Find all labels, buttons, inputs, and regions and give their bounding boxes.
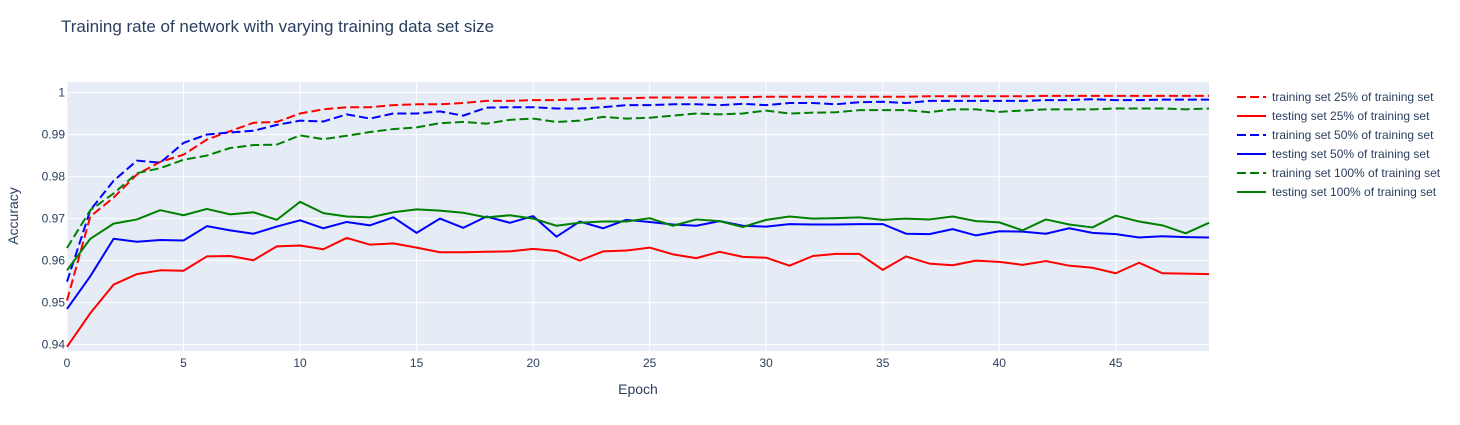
- x-axis-label: Epoch: [618, 381, 658, 397]
- y-tick-label: 0.97: [42, 212, 66, 226]
- legend-item[interactable]: training set 25% of training set: [1237, 90, 1434, 104]
- x-tick-label: 10: [293, 356, 307, 370]
- x-tick-label: 5: [180, 356, 187, 370]
- legend-item[interactable]: training set 100% of training set: [1237, 166, 1441, 180]
- legend-item[interactable]: testing set 100% of training set: [1237, 185, 1437, 199]
- x-tick-label: 45: [1109, 356, 1123, 370]
- legend-label: training set 50% of training set: [1272, 128, 1434, 142]
- legend-label: testing set 25% of training set: [1272, 109, 1430, 123]
- legend-item[interactable]: training set 50% of training set: [1237, 128, 1434, 142]
- x-tick-label: 0: [64, 356, 71, 370]
- x-tick-label: 35: [876, 356, 890, 370]
- legend-label: testing set 50% of training set: [1272, 147, 1430, 161]
- x-tick-label: 30: [760, 356, 774, 370]
- y-tick-label: 0.94: [42, 338, 66, 352]
- series-line-3: [66, 98, 1209, 282]
- series-line-6: [66, 200, 1210, 271]
- legend-label: testing set 100% of training set: [1272, 185, 1437, 199]
- series-line-5: [66, 107, 1210, 249]
- y-axis-ticks: 0.94 0.95 0.96 0.97 0.98 0.99 1: [42, 86, 66, 352]
- series-line-1: [66, 94, 1209, 301]
- y-tick-label: 0.95: [42, 296, 66, 310]
- series-line-2: [66, 236, 1210, 348]
- x-tick-label: 25: [643, 356, 657, 370]
- plot-background: [67, 82, 1209, 351]
- x-axis-ticks: 0 5 10 15 20 25 30 35 40 45: [64, 356, 1123, 370]
- legend-label: training set 100% of training set: [1272, 166, 1441, 180]
- legend[interactable]: training set 25% of training set testing …: [1237, 90, 1441, 199]
- y-tick-label: 0.98: [42, 170, 66, 184]
- legend-label: training set 25% of training set: [1272, 90, 1434, 104]
- x-tick-label: 40: [993, 356, 1007, 370]
- y-tick-label: 0.96: [42, 254, 66, 268]
- legend-item[interactable]: testing set 25% of training set: [1237, 109, 1430, 123]
- chart-title: Training rate of network with varying tr…: [61, 17, 494, 36]
- y-axis-label: Accuracy: [5, 187, 21, 245]
- y-tick-label: 0.99: [42, 128, 66, 142]
- legend-item[interactable]: testing set 50% of training set: [1237, 147, 1430, 161]
- y-tick-label: 1: [58, 86, 65, 100]
- x-tick-label: 15: [410, 356, 424, 370]
- x-tick-label: 20: [526, 356, 540, 370]
- series-lines: [66, 94, 1210, 348]
- series-line-4: [66, 215, 1210, 310]
